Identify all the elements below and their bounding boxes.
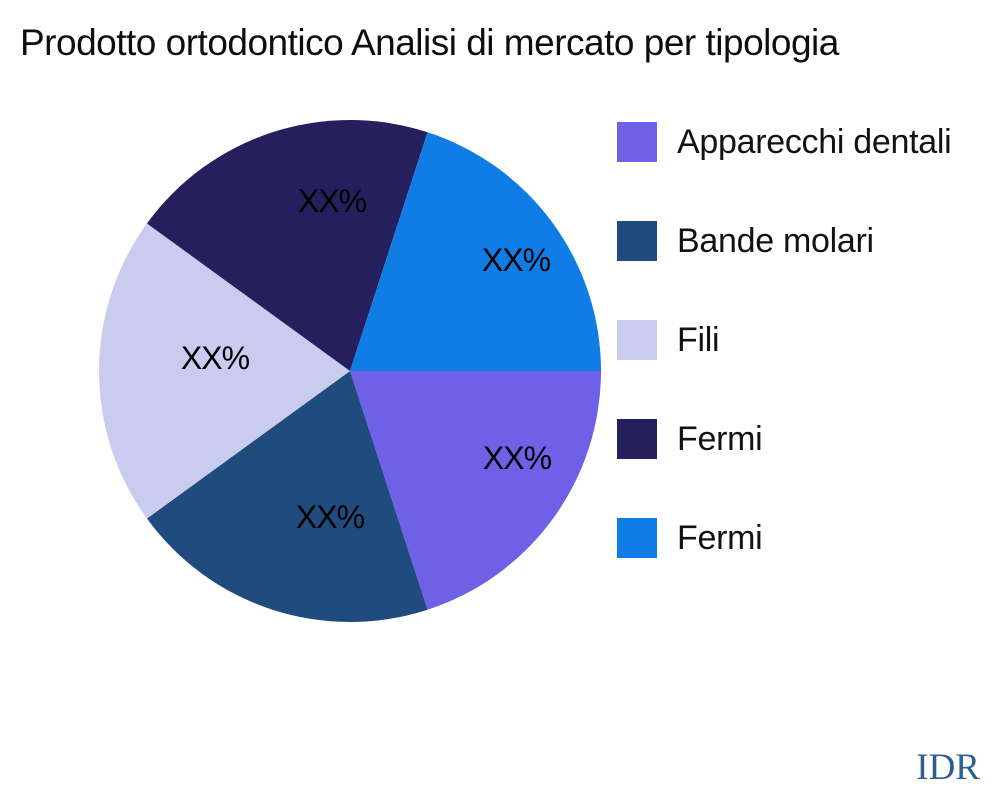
watermark-idr: IDR: [916, 747, 980, 788]
pie-slice-2: [146, 371, 428, 623]
legend-swatch: [617, 419, 657, 459]
slice-value-label: XX%: [181, 340, 250, 376]
legend-swatch: [617, 122, 657, 162]
legend-label: Bande molari: [677, 221, 874, 260]
slice-value-label: XX%: [483, 440, 552, 476]
legend-item-2: Bande molari: [617, 221, 951, 261]
pie-slice-5: [350, 132, 601, 371]
legend-item-4: Fermi: [617, 419, 951, 459]
legend-swatch: [617, 320, 657, 360]
pie-slice-3: [98, 223, 350, 519]
legend-item-1: Apparecchi dentali: [617, 122, 952, 162]
legend-label: Fili: [677, 320, 720, 359]
chart-title: Prodotto ortodontico Analisi di mercato …: [20, 22, 839, 63]
legend: Apparecchi dentali Bande molari Fili Fermi F…: [617, 122, 952, 558]
legend-swatch: [617, 518, 657, 558]
legend-label: Apparecchi dentali: [677, 122, 952, 161]
legend-label: Fermi: [677, 419, 763, 458]
legend-item-5: Fermi: [617, 518, 951, 558]
pie-slice-1: [350, 371, 601, 610]
slice-value-label: XX%: [296, 499, 365, 535]
legend-swatch: [617, 221, 657, 261]
pie-slice-4: [146, 119, 428, 371]
slice-value-label: XX%: [482, 242, 551, 278]
slice-value-label: XX%: [298, 183, 367, 219]
legend-label: Fermi: [677, 518, 763, 557]
legend-item-3: Fili: [617, 320, 951, 360]
